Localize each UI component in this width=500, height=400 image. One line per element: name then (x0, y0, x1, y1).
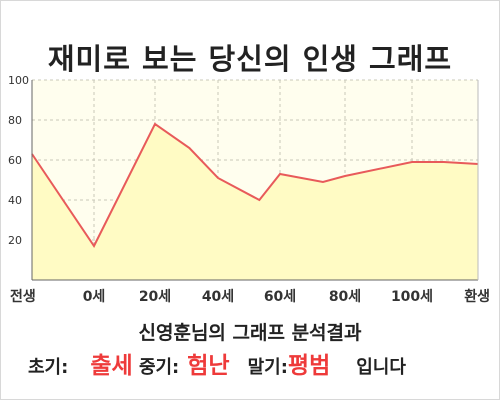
middle-label: 중기: (138, 357, 180, 378)
x-tick-label: 0세 (83, 289, 106, 305)
late-label: 말기: (247, 357, 288, 378)
late-value: 평범 (287, 353, 331, 379)
x-tick-label: 전생 (10, 288, 36, 305)
middle-value: 험난 (187, 353, 230, 379)
x-tick-label: 20세 (139, 289, 171, 305)
early-label: 초기: (28, 357, 69, 378)
x-tick-label: 40세 (202, 289, 234, 305)
area-fill (32, 124, 478, 280)
series-line (31, 122, 479, 248)
x-tick-label: 80세 (329, 289, 361, 305)
y-tick-labels: 20 40 60 80 100 (8, 74, 29, 247)
page-title: 재미로 보는 당신의 인생 그래프 (47, 42, 453, 76)
early-value: 출세 (90, 353, 133, 379)
result-title: 신영훈님의 그래프 분석결과 (138, 322, 362, 344)
y-tick-label: 100 (8, 74, 29, 87)
x-tick-label: 100세 (391, 289, 433, 305)
result-summary: 초기: 출세 중기: 험난 말기:평범 입니다 (28, 346, 488, 380)
y-tick-label: 20 (8, 234, 22, 247)
x-tick-label: 60세 (264, 289, 296, 305)
x-tick-label: 환생 (464, 288, 490, 305)
y-tick-label: 80 (8, 114, 22, 127)
y-tick-label: 40 (8, 194, 22, 207)
x-tick-labels: 전생 0세 20세 40세 60세 80세 100세 환생 (10, 288, 490, 305)
y-tick-label: 60 (8, 154, 22, 167)
summary-suffix: 입니다 (356, 357, 406, 378)
